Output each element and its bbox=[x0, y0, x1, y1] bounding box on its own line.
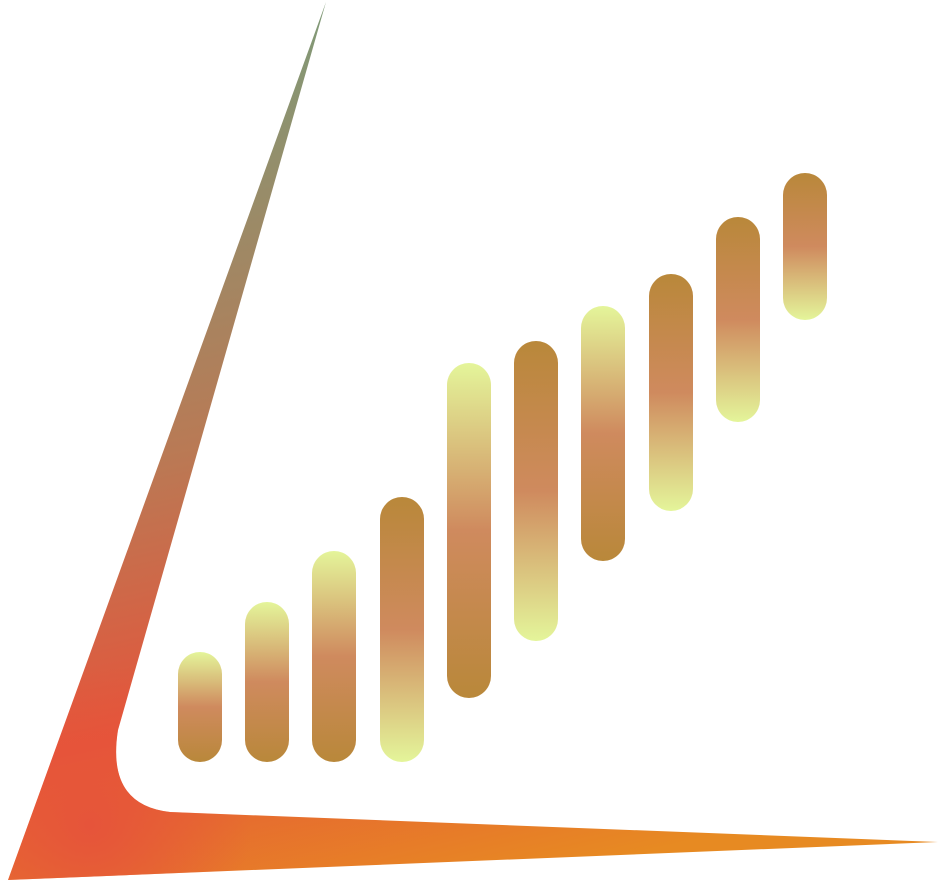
logo-bar bbox=[245, 602, 289, 762]
logo-bar bbox=[312, 551, 356, 762]
logo-frame-glow bbox=[8, 2, 938, 880]
logo-bar bbox=[447, 363, 491, 698]
logo-bars bbox=[178, 173, 827, 762]
logo-bar bbox=[649, 274, 693, 511]
logo-bar bbox=[783, 173, 827, 320]
logo-bar bbox=[581, 306, 625, 561]
logo-bar bbox=[514, 341, 558, 641]
logo-bar bbox=[380, 497, 424, 762]
logo-bar bbox=[178, 652, 222, 762]
logo-bar bbox=[716, 217, 760, 422]
